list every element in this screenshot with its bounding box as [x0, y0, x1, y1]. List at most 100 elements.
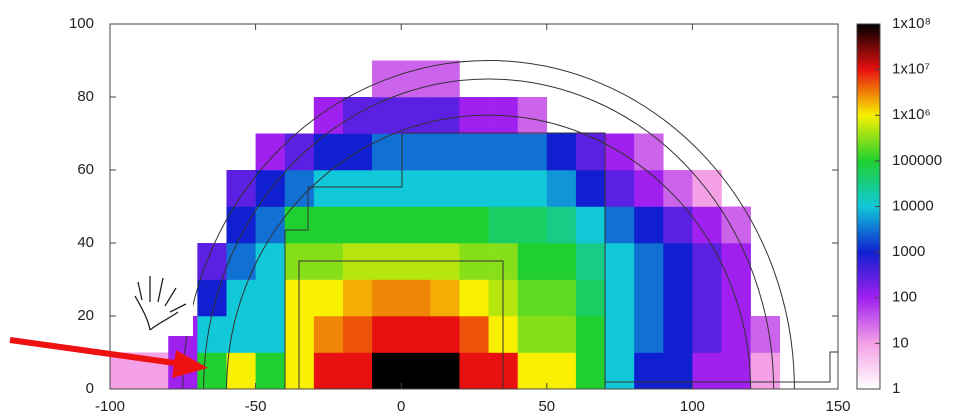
geometry-arc — [226, 114, 752, 390]
heat-cell — [459, 133, 489, 171]
heat-cell — [401, 316, 431, 353]
heat-cell — [546, 316, 577, 353]
plot-frame — [109, 23, 839, 390]
heat-cell — [692, 279, 722, 317]
heat-cell — [430, 60, 460, 98]
heat-cell — [342, 170, 373, 207]
heat-cell — [692, 170, 722, 207]
heat-cell — [605, 279, 635, 317]
heat-cell — [605, 243, 635, 280]
colorbar-tick-label: 100000 — [892, 152, 942, 169]
heat-cell — [488, 133, 518, 171]
colorbar-tick-label: 1x10⁸ — [892, 15, 931, 32]
heat-cell — [226, 316, 256, 353]
x-tick-label: 50 — [538, 398, 555, 415]
heat-cell — [401, 133, 431, 171]
heat-cell — [401, 206, 431, 244]
heat-cell — [634, 352, 664, 390]
geometry-arc — [182, 60, 795, 390]
heat-cell — [546, 170, 577, 207]
heat-cell — [226, 352, 256, 390]
heat-cell — [575, 170, 606, 207]
heat-cell — [517, 170, 548, 207]
heat-cell — [459, 352, 489, 390]
heat-cell — [430, 279, 460, 317]
heat-cell — [750, 316, 781, 353]
heat-cell — [372, 133, 402, 171]
heat-cell — [634, 279, 664, 317]
heat-cell — [372, 352, 402, 390]
heat-cell — [313, 206, 344, 244]
heat-cell — [197, 279, 227, 317]
heat-cell — [459, 170, 489, 207]
heat-cell — [342, 279, 373, 317]
heat-cell — [750, 352, 781, 390]
heat-cell — [517, 279, 548, 317]
heat-cell — [634, 316, 664, 353]
y-tick-label: 100 — [69, 15, 94, 32]
x-tick-label: 100 — [680, 398, 705, 415]
heat-cell — [517, 206, 548, 244]
heat-cell — [721, 352, 751, 390]
heat-cell — [342, 97, 373, 134]
heat-cell — [663, 243, 693, 280]
heat-cell — [197, 352, 227, 390]
heat-cell — [575, 279, 606, 317]
heat-cell — [575, 206, 606, 244]
heat-cell — [546, 279, 577, 317]
y-tick-label: 80 — [77, 88, 94, 105]
heat-cell — [255, 316, 286, 353]
heat-cell — [546, 352, 577, 390]
heat-cell — [634, 170, 664, 207]
heat-cell — [226, 206, 256, 244]
x-tick-label: 150 — [825, 398, 850, 415]
heat-cell — [372, 170, 402, 207]
heat-cell — [313, 352, 344, 390]
x-tick-label: -100 — [95, 398, 125, 415]
heat-cell — [313, 316, 344, 353]
heat-cell — [517, 133, 548, 171]
geometry-box — [605, 351, 838, 383]
heat-cell — [342, 206, 373, 244]
heat-cell — [430, 352, 460, 390]
heat-cell — [342, 316, 373, 353]
heat-cell — [255, 133, 286, 171]
heat-cell — [692, 243, 722, 280]
heat-cell — [342, 352, 373, 390]
heat-cell — [459, 279, 489, 317]
y-tick-label: 40 — [77, 234, 94, 251]
heat-cell — [401, 97, 431, 134]
colorbar-tick-label: 100 — [892, 289, 917, 306]
heat-cell — [517, 97, 548, 134]
heat-cell — [401, 352, 431, 390]
heat-cell — [575, 316, 606, 353]
x-tick-label: -50 — [245, 398, 267, 415]
heat-cell — [692, 316, 722, 353]
heat-cell — [401, 170, 431, 207]
heat-cell — [517, 352, 548, 390]
heat-cell — [663, 316, 693, 353]
heat-cell — [313, 170, 344, 207]
colorbar-tick-label: 1000 — [892, 243, 925, 260]
colorbar-tick-label: 1 — [892, 380, 900, 397]
heat-cell — [401, 60, 431, 98]
heat-cell — [488, 170, 518, 207]
heat-cell — [430, 170, 460, 207]
heat-cell — [401, 279, 431, 317]
heat-cell — [255, 279, 286, 317]
x-tick-label: 0 — [397, 398, 405, 415]
colorbar-tick-label: 1x10⁶ — [892, 106, 931, 123]
colorbar-tick-label: 10 — [892, 334, 909, 351]
heat-cell — [430, 97, 460, 134]
heat-cell — [284, 133, 315, 171]
heat-cell — [546, 133, 577, 171]
geometry-arc — [203, 78, 775, 390]
geometry-box — [284, 132, 606, 389]
heat-cell — [284, 170, 315, 207]
heat-cell — [197, 316, 227, 353]
colorbar-tick-label: 10000 — [892, 197, 934, 214]
heat-cell — [634, 243, 664, 280]
heat-cell — [546, 206, 577, 244]
geometry-box — [298, 260, 504, 389]
heat-cell — [488, 206, 518, 244]
